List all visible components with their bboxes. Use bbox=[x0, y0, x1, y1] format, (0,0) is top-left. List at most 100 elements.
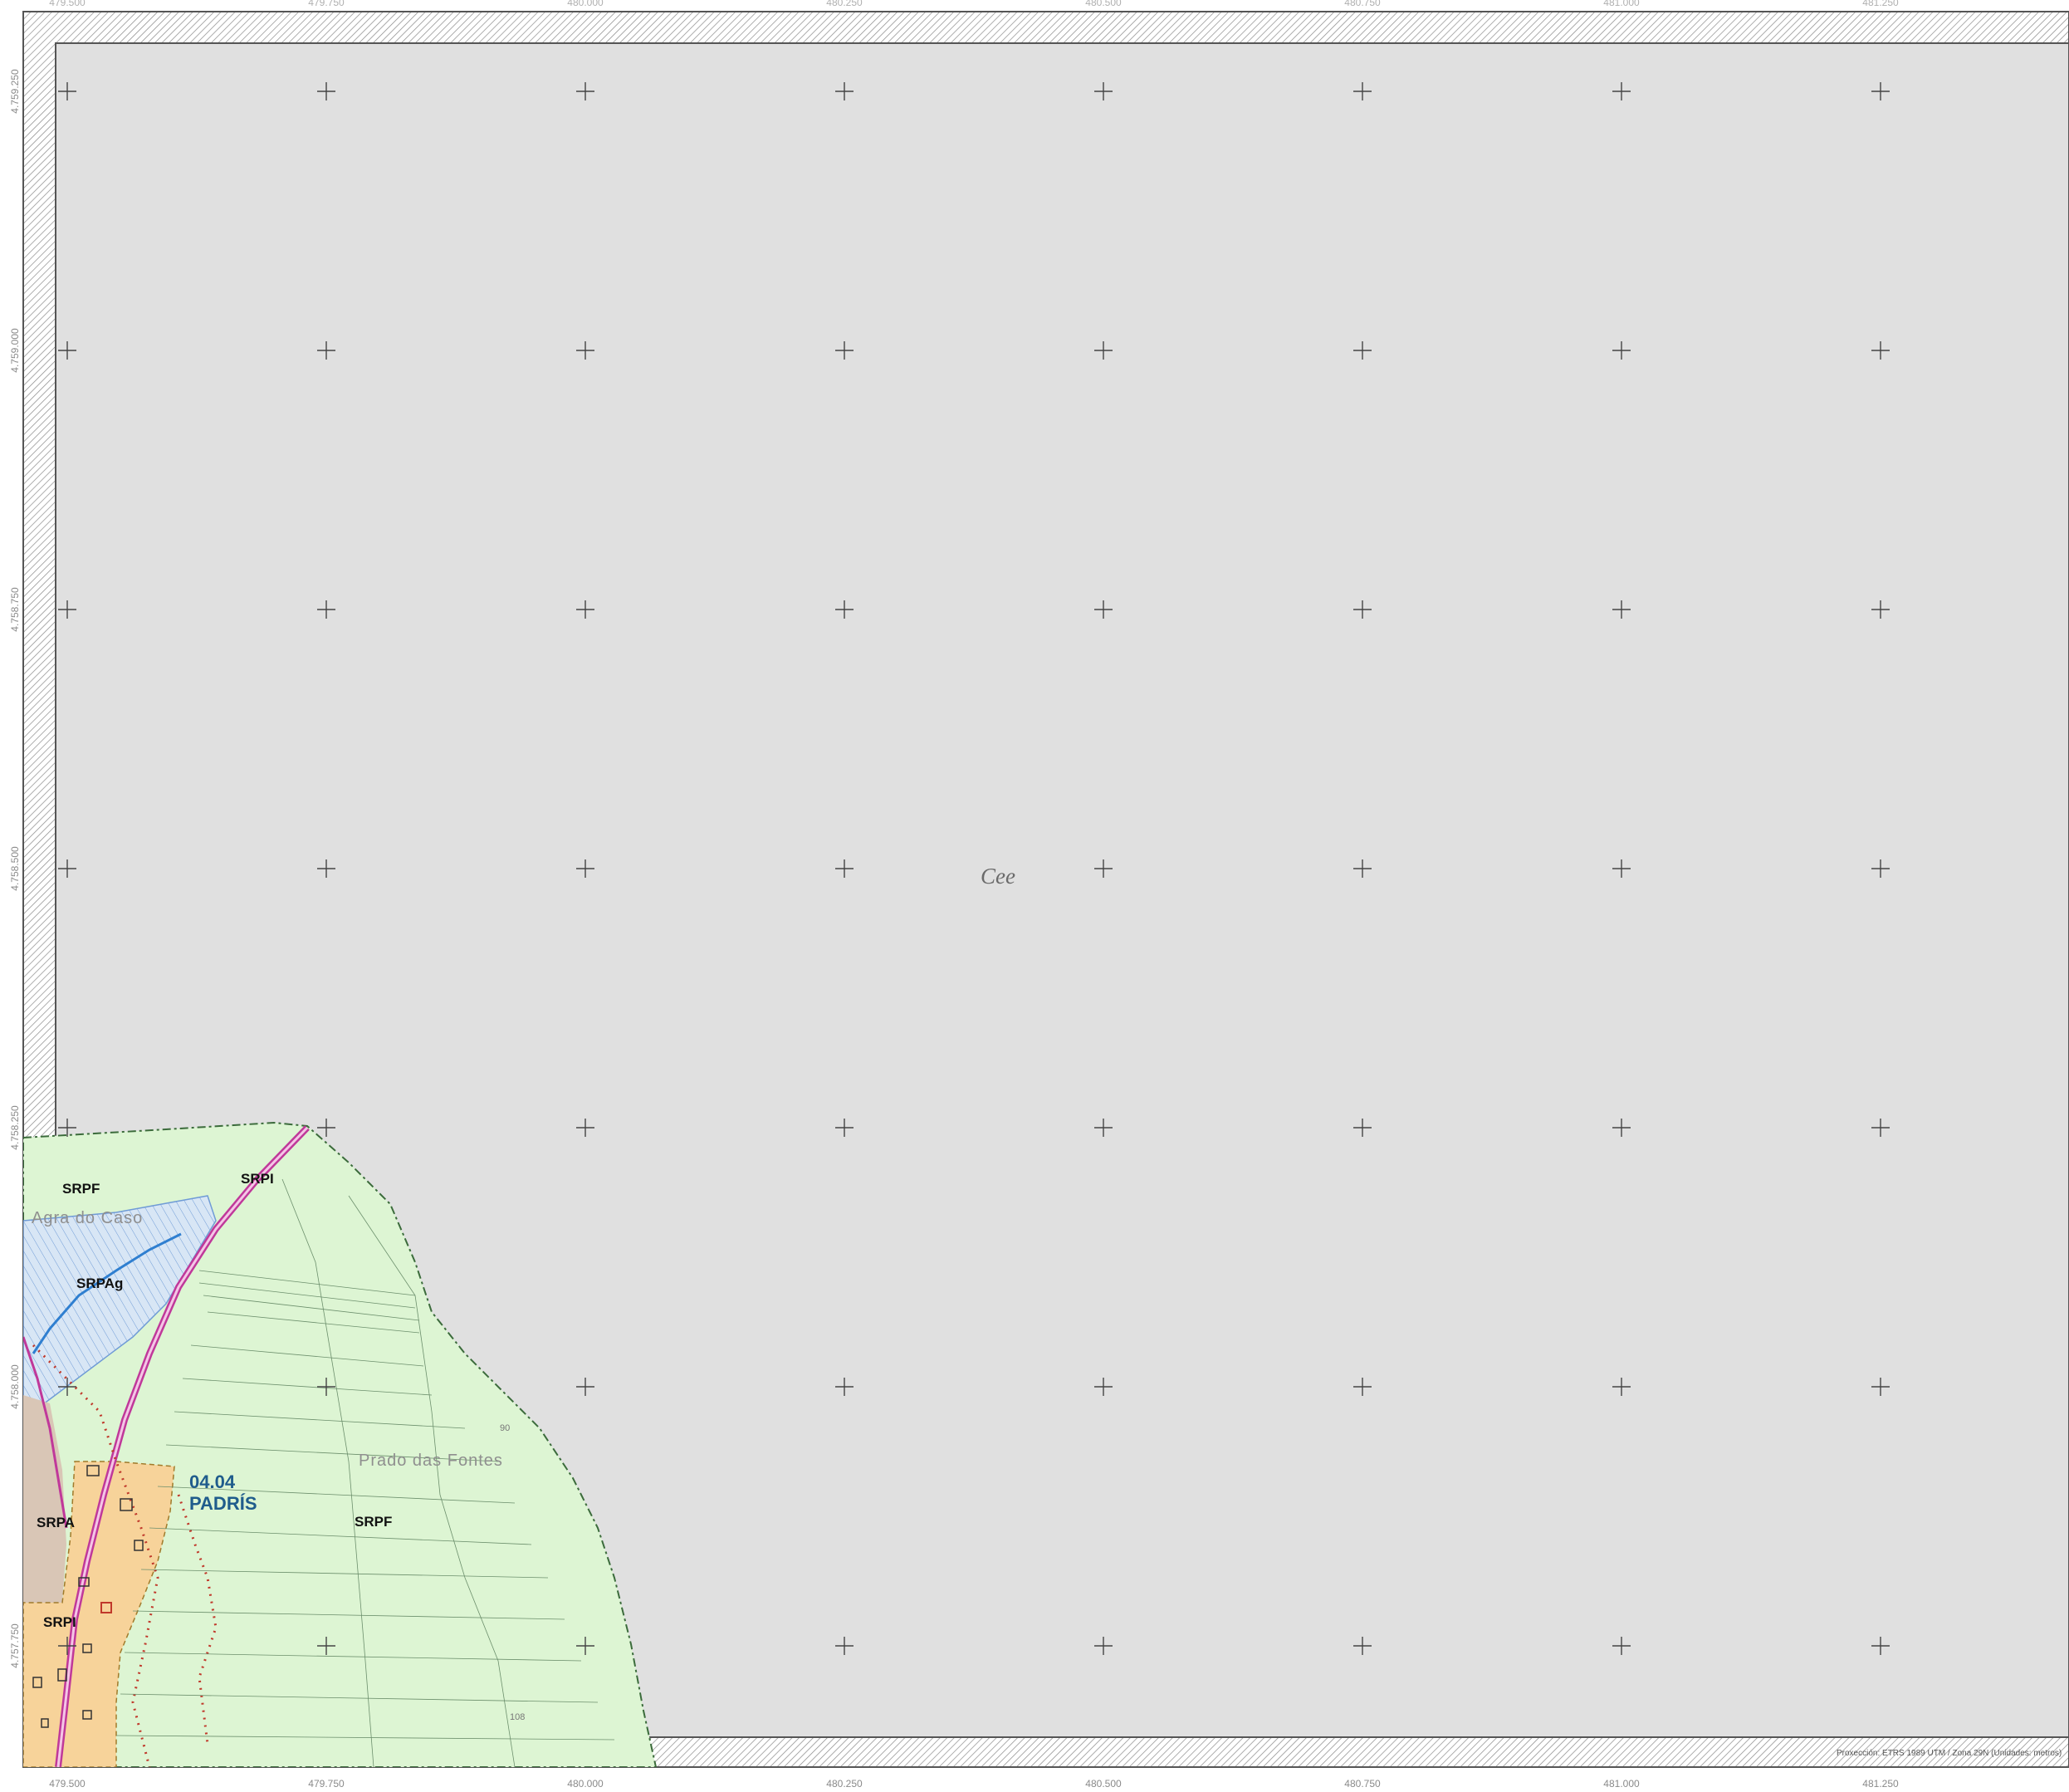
heritage-building bbox=[100, 1602, 112, 1613]
grid-cross bbox=[1353, 82, 1372, 100]
grid-cross bbox=[1094, 341, 1113, 360]
municipality-label: Cee bbox=[981, 864, 1015, 889]
brown-zone bbox=[23, 1395, 66, 1603]
grid-cross bbox=[1871, 859, 1890, 878]
grid-cross bbox=[317, 1119, 335, 1137]
grid-crosses bbox=[58, 82, 1890, 1655]
parish-code: 04.04 bbox=[189, 1471, 236, 1492]
x-tick-label-top: 480.000 bbox=[567, 0, 604, 8]
heritage-boundary-2 bbox=[177, 1494, 218, 1745]
secondary-corridor bbox=[23, 1336, 68, 1529]
grid-cross bbox=[58, 1119, 76, 1137]
river bbox=[32, 1232, 182, 1354]
zone-label-srpi-north: SRPI bbox=[241, 1171, 274, 1187]
grid-cross bbox=[1871, 600, 1890, 619]
grid-cross bbox=[1871, 1378, 1890, 1396]
zone-label-srpf-north: SRPF bbox=[62, 1181, 100, 1197]
grid-cross bbox=[1094, 1637, 1113, 1655]
buildings bbox=[32, 1465, 144, 1728]
grid-cross bbox=[1094, 1378, 1113, 1396]
x-tick-label-top: 480.750 bbox=[1344, 0, 1381, 8]
grid-cross bbox=[835, 600, 854, 619]
parish-label: 04.04 PADRÍS bbox=[189, 1471, 257, 1515]
parish-name: PADRÍS bbox=[189, 1493, 257, 1514]
y-tick-label: 4.758.000 bbox=[9, 1364, 21, 1409]
contour-value-108: 108 bbox=[510, 1712, 526, 1722]
grid-cross bbox=[317, 82, 335, 100]
grid-cross bbox=[1612, 600, 1631, 619]
grid-cross bbox=[58, 341, 76, 360]
x-tick-label-top: 481.250 bbox=[1862, 0, 1899, 8]
y-tick-label: 4.759.250 bbox=[9, 69, 21, 114]
grid-cross bbox=[1353, 1637, 1372, 1655]
grid-cross bbox=[1353, 859, 1372, 878]
x-tick-label: 481.250 bbox=[1862, 1778, 1899, 1790]
y-tick-label: 4.758.750 bbox=[9, 587, 21, 632]
grid-cross bbox=[317, 1378, 335, 1396]
place-label-agra: Agra do Caso bbox=[32, 1209, 144, 1227]
x-tick-label: 481.000 bbox=[1603, 1778, 1640, 1790]
grid-cross bbox=[58, 859, 76, 878]
settlement-zone bbox=[23, 1461, 175, 1767]
grid-cross bbox=[1094, 859, 1113, 878]
grid-cross bbox=[576, 1637, 594, 1655]
projection-note: Proxección: ETRS 1989 UTM / Zona 29N (Un… bbox=[1837, 1749, 2062, 1758]
grid-cross bbox=[1612, 82, 1631, 100]
grid-cross bbox=[1612, 341, 1631, 360]
grid-cross bbox=[576, 341, 594, 360]
grid-cross bbox=[835, 82, 854, 100]
cadastral-lines bbox=[115, 1178, 615, 1767]
zone-label-srpi-south: SRPI bbox=[43, 1614, 76, 1630]
grid-cross bbox=[317, 1637, 335, 1655]
grid-cross bbox=[835, 341, 854, 360]
grid-cross bbox=[576, 600, 594, 619]
grid-cross bbox=[58, 1378, 76, 1396]
x-tick-label: 479.750 bbox=[308, 1778, 345, 1790]
place-label-prado: Prado das Fontes bbox=[359, 1452, 503, 1470]
grid-cross bbox=[58, 82, 76, 100]
grid-cross bbox=[835, 1119, 854, 1137]
grid-cross bbox=[1353, 1378, 1372, 1396]
grid-cross bbox=[1353, 1119, 1372, 1137]
x-tick-label-top: 481.000 bbox=[1603, 0, 1640, 8]
grid-cross bbox=[58, 1637, 76, 1655]
contour-value-90: 90 bbox=[500, 1423, 511, 1433]
zone-label-srpa: SRPA bbox=[37, 1515, 75, 1530]
infrastructure-corridor-inner bbox=[56, 1126, 309, 1767]
grid-cross bbox=[1871, 341, 1890, 360]
x-tick-label: 480.750 bbox=[1344, 1778, 1381, 1790]
grid-cross bbox=[58, 600, 76, 619]
y-tick-label: 4.758.250 bbox=[9, 1105, 21, 1150]
x-tick-label-top: 479.750 bbox=[308, 0, 345, 8]
grid-cross bbox=[1871, 82, 1890, 100]
grid-cross bbox=[576, 1378, 594, 1396]
zone-label-srpf-south: SRPF bbox=[355, 1514, 393, 1530]
grid-cross bbox=[576, 1119, 594, 1137]
y-tick-label: 4.758.500 bbox=[9, 846, 21, 891]
grid-cross bbox=[1612, 1637, 1631, 1655]
grid-cross bbox=[1353, 600, 1372, 619]
grid-cross bbox=[1094, 600, 1113, 619]
zone-label-srpag: SRPAg bbox=[76, 1275, 124, 1291]
heritage-boundary bbox=[32, 1344, 159, 1767]
x-tick-label-top: 480.250 bbox=[826, 0, 863, 8]
grid-cross bbox=[1871, 1119, 1890, 1137]
x-tick-label-top: 479.500 bbox=[49, 0, 86, 8]
x-tick-label-top: 480.500 bbox=[1085, 0, 1122, 8]
y-tick-label: 4.759.000 bbox=[9, 328, 21, 373]
grid-cross bbox=[835, 859, 854, 878]
grid-cross bbox=[317, 600, 335, 619]
grid-cross bbox=[576, 859, 594, 878]
x-tick-label: 480.500 bbox=[1085, 1778, 1122, 1790]
grid-cross bbox=[317, 859, 335, 878]
grid-cross bbox=[317, 341, 335, 360]
grid-cross bbox=[1353, 341, 1372, 360]
x-tick-label: 480.250 bbox=[826, 1778, 863, 1790]
grid-cross bbox=[835, 1637, 854, 1655]
x-tick-label: 480.000 bbox=[567, 1778, 604, 1790]
x-tick-label: 479.500 bbox=[49, 1778, 86, 1790]
grid-cross bbox=[1094, 1119, 1113, 1137]
grid-cross bbox=[1871, 1637, 1890, 1655]
grid-cross bbox=[1612, 859, 1631, 878]
